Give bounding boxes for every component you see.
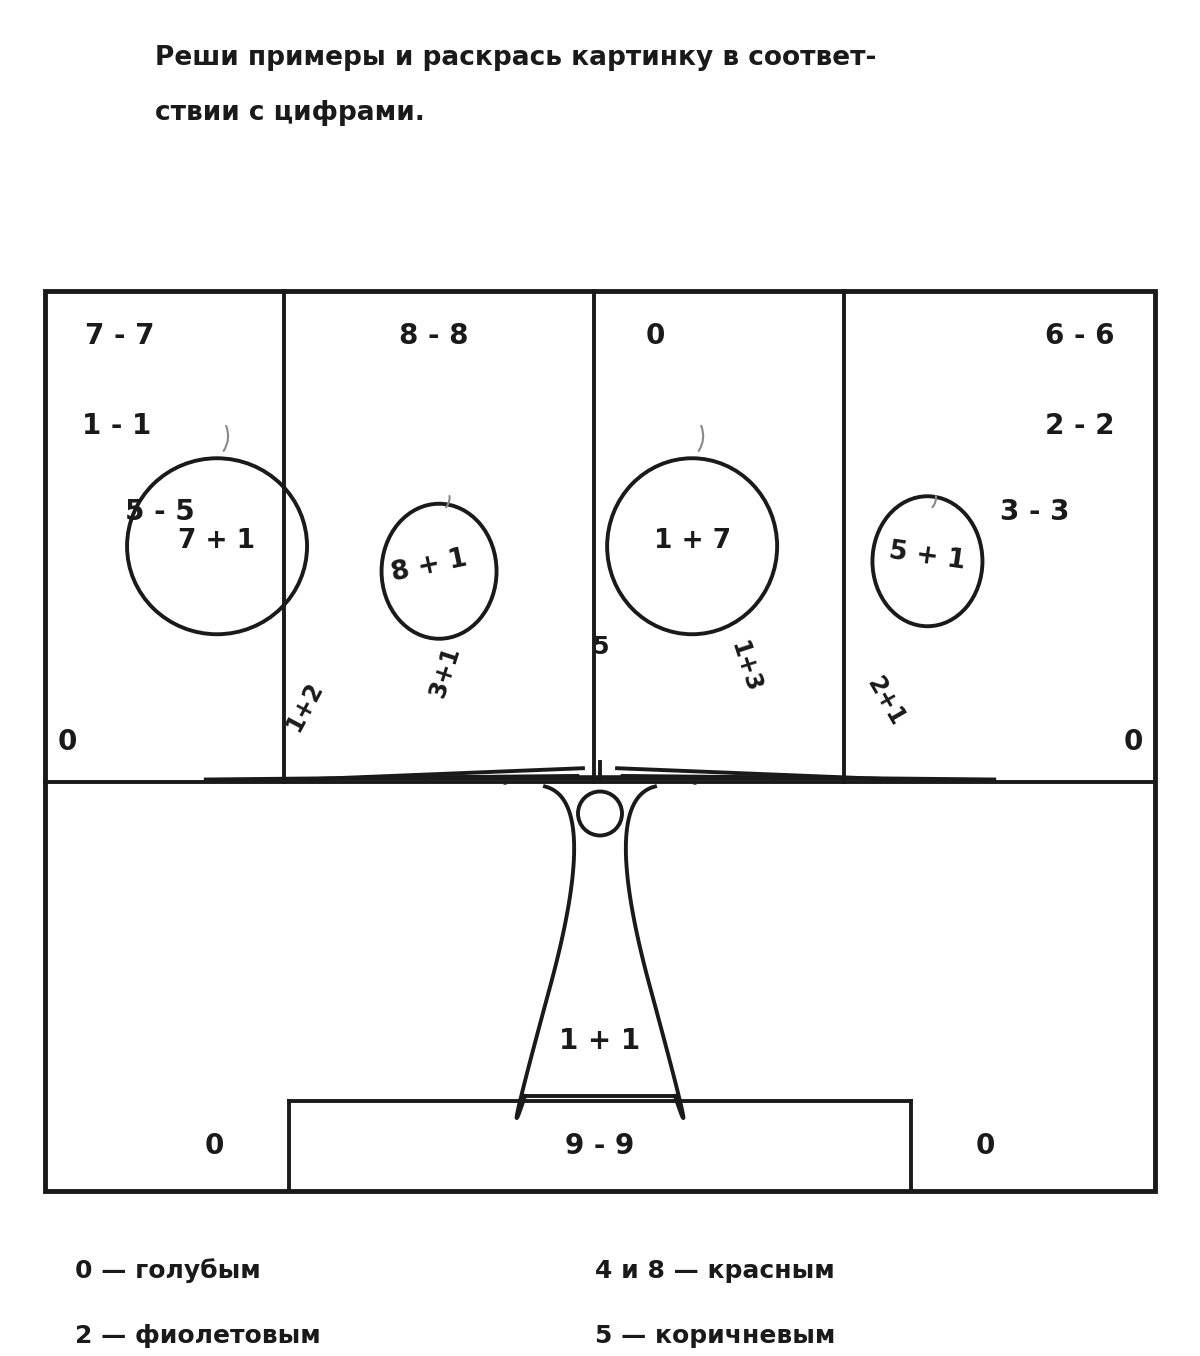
Text: 8 + 1: 8 + 1 [389, 545, 469, 587]
Text: 7 - 7: 7 - 7 [85, 321, 155, 350]
Text: 2 - 2: 2 - 2 [1045, 412, 1115, 441]
Text: 7 + 1: 7 + 1 [179, 529, 256, 555]
Text: ствии с цифрами.: ствии с цифрами. [155, 100, 425, 126]
Text: 1+3: 1+3 [726, 637, 764, 696]
Text: 6 - 6: 6 - 6 [1045, 321, 1115, 350]
Text: 1 - 1: 1 - 1 [83, 412, 151, 441]
Text: 5 + 1: 5 + 1 [888, 538, 967, 575]
Text: 5: 5 [592, 635, 608, 659]
Text: 0: 0 [646, 321, 665, 350]
Text: 2+1: 2+1 [862, 673, 908, 731]
Text: 8 - 8: 8 - 8 [398, 321, 468, 350]
Text: 1 + 7: 1 + 7 [654, 529, 731, 555]
Text: 3+1: 3+1 [426, 643, 464, 700]
Text: 5 — коричневым: 5 — коричневым [595, 1323, 835, 1348]
Text: 5 - 5: 5 - 5 [125, 498, 194, 526]
Text: 0: 0 [1123, 728, 1142, 755]
Text: 1+2: 1+2 [282, 678, 328, 735]
Text: 0: 0 [58, 728, 77, 755]
Text: Реши примеры и раскрась картинку в соответ-: Реши примеры и раскрась картинку в соотв… [155, 45, 876, 71]
Text: 2 — фиолетовым: 2 — фиолетовым [74, 1323, 320, 1348]
Text: 3 - 3: 3 - 3 [1001, 498, 1069, 526]
Text: 4 и 8 — красным: 4 и 8 — красным [595, 1258, 835, 1283]
Text: 9 - 9: 9 - 9 [565, 1132, 635, 1159]
Text: 0: 0 [976, 1132, 996, 1159]
Bar [46, 292, 1154, 1191]
Text: 0: 0 [204, 1132, 224, 1159]
Text: 0 — голубым: 0 — голубым [74, 1258, 260, 1283]
Text: 1 + 1: 1 + 1 [559, 1026, 641, 1055]
